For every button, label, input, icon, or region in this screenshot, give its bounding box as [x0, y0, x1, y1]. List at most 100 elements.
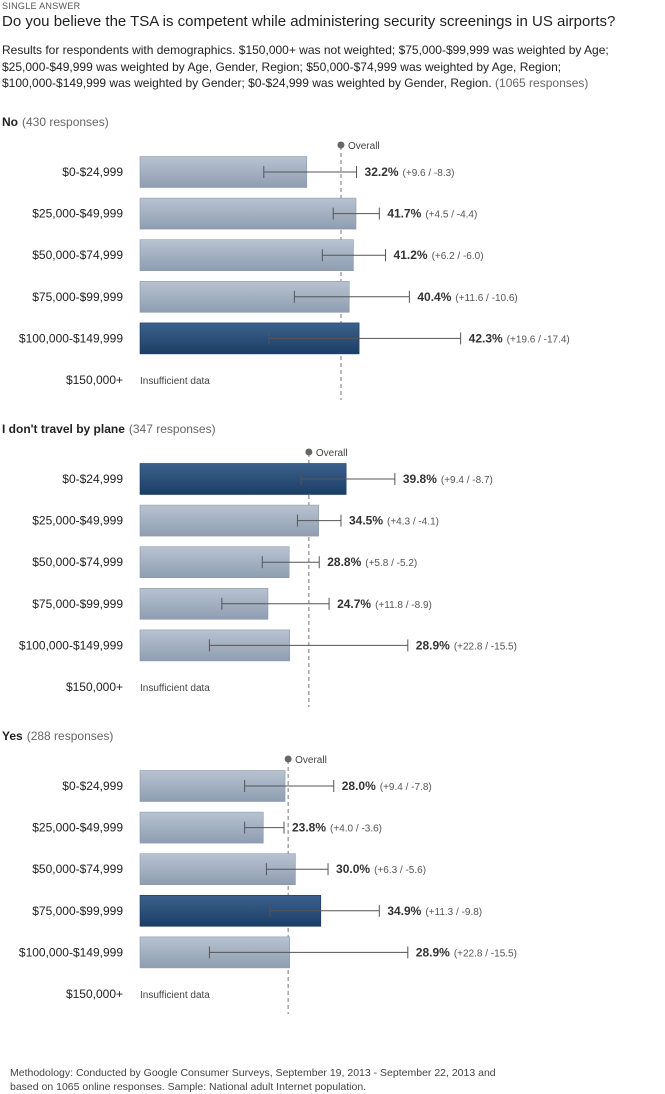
- category-label: $50,000-$74,999: [32, 555, 123, 569]
- section-heading: I don't travel by plane (347 responses): [2, 422, 216, 436]
- value-label: 41.2% (+6.2 / -6.0): [394, 248, 484, 262]
- value-error-range: (+5.8 / -5.2): [365, 558, 417, 569]
- total-responses: (1065 responses): [495, 76, 589, 90]
- overall-label: Overall: [348, 141, 380, 152]
- category-label: $50,000-$74,999: [32, 248, 123, 262]
- bar: [139, 811, 264, 844]
- chart-section-3: Yes (288 responses) Overall $0-$24,999 28.0%…: [2, 729, 517, 1014]
- overall-label: Overall: [295, 755, 327, 766]
- section-title: Yes: [2, 729, 23, 743]
- value-error-range: (+9.4 / -7.8): [380, 782, 432, 793]
- insufficient-data-label: Insufficient data: [140, 376, 210, 387]
- bar-row: $25,000-$49,999 41.7% (+4.5 / -4.4): [32, 197, 477, 230]
- value-label: 39.8% (+9.4 / -8.7): [403, 472, 493, 486]
- value-percent: 24.7%: [337, 597, 371, 611]
- value-percent: 32.2%: [365, 165, 399, 179]
- bar-row: $25,000-$49,999 23.8% (+4.0 / -3.6): [32, 811, 382, 844]
- bar-row: $100,000-$149,999 28.9% (+22.8 / -15.5): [19, 629, 517, 662]
- insufficient-data-label: Insufficient data: [140, 990, 210, 1001]
- category-label: $100,000-$149,999: [19, 638, 123, 652]
- bar-row: $0-$24,999 28.0% (+9.4 / -7.8): [62, 770, 432, 802]
- value-error-range: (+22.8 / -15.5): [454, 641, 517, 652]
- category-label: $100,000-$149,999: [19, 945, 123, 959]
- bar-row: $50,000-$74,999 30.0% (+6.3 / -5.6): [32, 853, 426, 886]
- chart-section-2: I don't travel by plane (347 responses) Ov…: [2, 422, 517, 707]
- bar-row: $25,000-$49,999 34.5% (+4.3 / -4.1): [32, 504, 439, 537]
- value-label: 28.8% (+5.8 / -5.2): [327, 555, 417, 569]
- overall-marker: [305, 448, 313, 456]
- category-label: $150,000+: [66, 373, 123, 387]
- value-label: 24.7% (+11.8 / -8.9): [337, 597, 432, 611]
- bar-row: $150,000+ Insufficient data: [66, 987, 210, 1001]
- overall-marker: [337, 141, 345, 149]
- bar-row: $150,000+ Insufficient data: [66, 680, 210, 694]
- bar-row: $0-$24,999 39.8% (+9.4 / -8.7): [62, 463, 493, 495]
- bar: [139, 239, 354, 271]
- value-label: 34.9% (+11.3 / -9.8): [387, 904, 482, 918]
- value-error-range: (+4.5 / -4.4): [425, 210, 477, 221]
- category-label: $75,000-$99,999: [32, 597, 123, 611]
- overall-marker: [284, 755, 292, 763]
- category-label: $25,000-$49,999: [32, 821, 123, 835]
- bar-row: $100,000-$149,999 28.9% (+22.8 / -15.5): [19, 936, 517, 969]
- bar-row: $75,000-$99,999 34.9% (+11.3 / -9.8): [32, 894, 482, 927]
- weighting-description: Results for respondents with demographic…: [2, 42, 664, 92]
- value-error-range: (+11.8 / -8.9): [375, 600, 432, 611]
- value-label: 23.8% (+4.0 / -3.6): [292, 821, 382, 835]
- value-label: 34.5% (+4.3 / -4.1): [349, 514, 439, 528]
- bar-row: $75,000-$99,999 40.4% (+11.6 / -10.6): [32, 280, 518, 313]
- chart-section-1: No (430 responses) Overall $0-$24,999 32.2% (…: [2, 115, 570, 400]
- category-label: $75,000-$99,999: [32, 290, 123, 304]
- section-responses: (430 responses): [22, 115, 109, 129]
- value-error-range: (+6.3 / -5.6): [374, 865, 426, 876]
- bar: [139, 197, 357, 230]
- value-label: 28.9% (+22.8 / -15.5): [416, 945, 517, 959]
- section-title: I don't travel by plane: [2, 422, 125, 436]
- category-label: $0-$24,999: [62, 165, 123, 179]
- value-percent: 41.7%: [387, 207, 421, 221]
- insufficient-data-label: Insufficient data: [140, 683, 210, 694]
- overall-label: Overall: [316, 448, 348, 459]
- category-label: $150,000+: [66, 680, 123, 694]
- category-label: $50,000-$74,999: [32, 862, 123, 876]
- value-percent: 39.8%: [403, 472, 437, 486]
- value-error-range: (+4.0 / -3.6): [330, 824, 382, 835]
- category-label: $25,000-$49,999: [32, 207, 123, 221]
- value-percent: 28.9%: [416, 945, 450, 959]
- value-label: 42.3% (+19.6 / -17.4): [469, 331, 570, 345]
- bar-row: $100,000-$149,999 42.3% (+19.6 / -17.4): [19, 322, 570, 355]
- section-responses: (347 responses): [129, 422, 216, 436]
- value-percent: 34.5%: [349, 514, 383, 528]
- category-label: $25,000-$49,999: [32, 514, 123, 528]
- bar-row: $75,000-$99,999 24.7% (+11.8 / -8.9): [32, 587, 432, 620]
- bar-row: $150,000+ Insufficient data: [66, 373, 210, 387]
- category-label: $150,000+: [66, 987, 123, 1001]
- value-error-range: (+19.6 / -17.4): [507, 334, 570, 345]
- value-label: 28.9% (+22.8 / -15.5): [416, 638, 517, 652]
- value-error-range: (+9.6 / -8.3): [403, 168, 455, 179]
- value-error-range: (+6.2 / -6.0): [432, 251, 484, 262]
- weighting-text: Results for respondents with demographic…: [2, 43, 609, 90]
- value-error-range: (+9.4 / -8.7): [441, 475, 493, 486]
- value-label: 32.2% (+9.6 / -8.3): [365, 165, 455, 179]
- bar-row: $50,000-$74,999 28.8% (+5.8 / -5.2): [32, 546, 417, 579]
- value-percent: 41.2%: [394, 248, 428, 262]
- category-label: $0-$24,999: [62, 779, 123, 793]
- category-label: $75,000-$99,999: [32, 904, 123, 918]
- value-label: 30.0% (+6.3 / -5.6): [336, 862, 426, 876]
- value-error-range: (+22.8 / -15.5): [454, 948, 517, 959]
- value-percent: 42.3%: [469, 331, 503, 345]
- value-label: 41.7% (+4.5 / -4.4): [387, 207, 477, 221]
- category-label: $0-$24,999: [62, 472, 123, 486]
- value-label: 28.0% (+9.4 / -7.8): [342, 779, 432, 793]
- bar: [139, 504, 320, 537]
- value-error-range: (+11.3 / -9.8): [425, 907, 482, 918]
- value-percent: 28.0%: [342, 779, 376, 793]
- value-percent: 40.4%: [417, 290, 451, 304]
- value-percent: 30.0%: [336, 862, 370, 876]
- value-error-range: (+11.6 / -10.6): [455, 293, 517, 304]
- value-percent: 28.8%: [327, 555, 361, 569]
- value-percent: 34.9%: [387, 904, 421, 918]
- value-error-range: (+4.3 / -4.1): [387, 517, 439, 528]
